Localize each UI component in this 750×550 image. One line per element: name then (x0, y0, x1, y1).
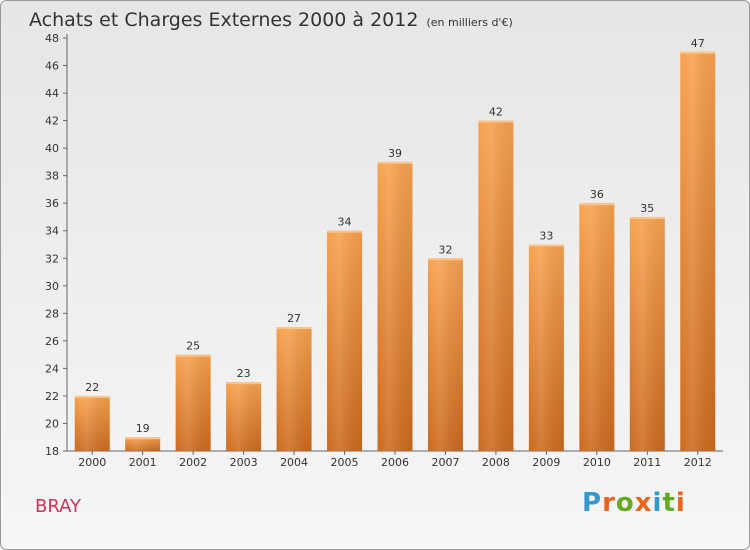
bar-top-highlight (478, 120, 514, 123)
y-tick-label: 18 (45, 445, 59, 458)
logo-letter: i (652, 488, 663, 518)
x-tick-label: 2010 (583, 456, 611, 469)
bar-group (74, 395, 110, 451)
bar-group (629, 216, 665, 451)
bar-top-highlight (427, 258, 463, 261)
proxiti-logo: Proxiti (582, 488, 686, 518)
x-tick-label: 2002 (179, 456, 207, 469)
y-tick-label: 48 (45, 32, 59, 45)
x-tick-label: 2007 (431, 456, 459, 469)
y-tick-label: 24 (45, 362, 59, 375)
bar-top-highlight (125, 437, 161, 440)
y-tick-label: 46 (45, 60, 59, 73)
plot-area: 18 20 22 24 26 28 30 32 34 36 38 40 42 44 46 48 22 2000 19… (45, 32, 723, 469)
y-tick-label: 22 (45, 390, 59, 403)
y-tick-label: 38 (45, 170, 59, 183)
bar-group (327, 230, 363, 451)
x-tick-label: 2003 (230, 456, 258, 469)
bar-group (276, 327, 312, 451)
bar-shine (125, 437, 161, 451)
bar-shine (579, 203, 615, 451)
logo-letter: x (634, 488, 653, 518)
x-tick-label: 2001 (129, 456, 157, 469)
chart-subtitle: (en milliers d'€) (426, 16, 513, 29)
y-tick-label: 32 (45, 252, 59, 265)
y-tick-label: 28 (45, 307, 59, 320)
bar-top-highlight (276, 327, 312, 330)
x-tick-label: 2012 (684, 456, 712, 469)
bar-shine (427, 258, 463, 451)
bar-top-highlight (680, 51, 716, 54)
x-tick-label: 2009 (532, 456, 560, 469)
y-tick-label: 42 (45, 115, 59, 128)
bar-group (427, 258, 463, 451)
bar-shine (276, 327, 312, 451)
bar-top-highlight (226, 382, 262, 385)
bar-top-highlight (175, 354, 211, 357)
bar-top-highlight (377, 161, 413, 164)
bar-value-label: 33 (539, 230, 553, 243)
bar-group (579, 203, 615, 451)
bar-value-label: 34 (338, 216, 352, 229)
bar-top-highlight (74, 395, 110, 398)
bar-value-label: 22 (85, 381, 99, 394)
chart-title: Achats et Charges Externes 2000 à 2012 (e… (29, 9, 513, 31)
bar-shine (74, 395, 110, 451)
bar-top-highlight (629, 216, 665, 219)
x-tick-label: 2008 (482, 456, 510, 469)
logo-letter: P (582, 488, 603, 518)
bar-group (175, 354, 211, 451)
bar-group (226, 382, 262, 451)
bar-value-label: 36 (590, 188, 604, 201)
bar-value-label: 35 (640, 202, 654, 215)
bar-top-highlight (579, 203, 615, 206)
x-tick-label: 2006 (381, 456, 409, 469)
y-tick-label: 40 (45, 142, 59, 155)
y-tick-label: 30 (45, 280, 59, 293)
bar-value-label: 42 (489, 106, 503, 119)
city-name: BRAY (35, 496, 82, 517)
y-tick-label: 20 (45, 417, 59, 430)
chart-title-text: Achats et Charges Externes 2000 à 2012 (29, 9, 419, 31)
bar-value-label: 23 (237, 367, 251, 380)
y-tick-label: 44 (45, 87, 59, 100)
bar-shine (175, 354, 211, 451)
bar-group (528, 244, 564, 451)
x-tick-label: 2000 (78, 456, 106, 469)
logo-letter: i (675, 488, 686, 518)
bar-value-label: 39 (388, 147, 402, 160)
bar-top-highlight (528, 244, 564, 247)
x-tick-label: 2005 (331, 456, 359, 469)
bar-value-label: 25 (186, 340, 200, 353)
bar-value-label: 27 (287, 312, 301, 325)
bar-shine (226, 382, 262, 451)
x-tick-label: 2004 (280, 456, 308, 469)
bar-group (680, 51, 716, 452)
bar-group (125, 437, 161, 451)
logo-letter: r (602, 488, 616, 518)
bar-group (478, 120, 514, 451)
x-tick-label: 2011 (633, 456, 661, 469)
bar-shine (680, 51, 716, 452)
bar-shine (528, 244, 564, 451)
bar-group (377, 161, 413, 451)
bar-shine (327, 230, 363, 451)
bar-shine (478, 120, 514, 451)
bar-top-highlight (327, 230, 363, 233)
bar-value-label: 32 (438, 243, 452, 256)
logo-letter: o (615, 488, 635, 518)
y-tick-label: 26 (45, 335, 59, 348)
y-tick-label: 34 (45, 225, 59, 238)
bar-shine (377, 161, 413, 451)
logo-letter: t (662, 488, 676, 518)
bar-shine (629, 216, 665, 451)
bar-value-label: 19 (136, 422, 150, 435)
y-tick-label: 36 (45, 197, 59, 210)
bar-value-label: 47 (691, 37, 705, 50)
